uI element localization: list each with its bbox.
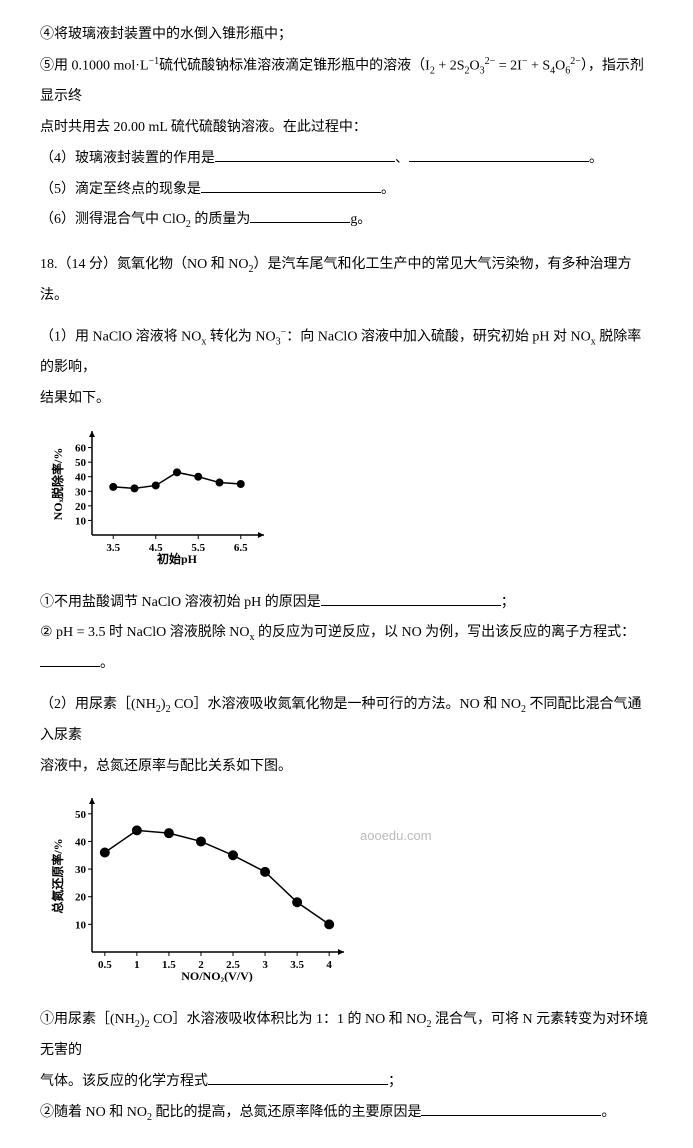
text: 。 — [589, 151, 603, 166]
q18-2-sub1b: 气体。该反应的化学方程式 ； — [40, 1067, 653, 1098]
text: ：向 NaClO 溶液中加入硫酸，研究初始 pH 对 NO — [286, 329, 591, 344]
text: 、 — [395, 151, 409, 166]
text: = 2I — [495, 58, 522, 73]
q18-1b: 结果如下。 — [40, 384, 653, 415]
text: CO］水溶液吸收氮氧化物是一种可行的方法。NO 和 NO — [171, 697, 521, 712]
sub: 3 — [480, 65, 485, 76]
step-5-line1: ⑤用 0.1000 mol·L−1硫代硫酸钠标准溶液滴定锥形瓶中的溶液（I2 +… — [40, 51, 653, 113]
chart-2-container: 10203040500.511.522.533.54NO/NO₂(V/V)总氮还… — [50, 792, 653, 995]
text: 。 — [100, 656, 114, 671]
chart-1: 1020304050603.54.55.56.5初始pHNOₓ脱除率/% — [50, 425, 270, 565]
svg-text:10: 10 — [75, 515, 87, 527]
blank — [321, 592, 501, 606]
text: 转化为 NO — [206, 329, 275, 344]
svg-text:30: 30 — [75, 865, 87, 877]
text: 配比的提高，总氮还原率降低的主要原因是 — [152, 1105, 422, 1120]
blank — [40, 653, 100, 667]
svg-text:40: 40 — [75, 472, 87, 484]
q4: （4）玻璃液封装置的作用是 、 。 — [40, 144, 653, 175]
q18-2b: 溶液中，总氮还原率与配比关系如下图。 — [40, 752, 653, 783]
svg-text:3.5: 3.5 — [106, 542, 120, 554]
q18-1: （1）用 NaClO 溶液将 NOx 转化为 NO3−：向 NaClO 溶液中加… — [40, 322, 653, 384]
q18-2: （2）用尿素［(NH2)2 CO］水溶液吸收氮氧化物是一种可行的方法。NO 和 … — [40, 690, 653, 752]
sup: 2− — [570, 56, 581, 67]
q18-1-sub1: ①不用盐酸调节 NaClO 溶液初始 pH 的原因是 ； — [40, 588, 653, 619]
svg-text:50: 50 — [75, 457, 87, 469]
text: O — [555, 58, 565, 73]
text: ①用尿素［(NH — [40, 1012, 135, 1027]
text: （1）用 NaClO 溶液将 NO — [40, 329, 201, 344]
svg-text:初始pH: 初始pH — [157, 551, 198, 565]
q18-2-sub2: ②随着 NO 和 NO2 配比的提高，总氮还原率降低的主要原因是。 — [40, 1098, 653, 1129]
svg-text:NOₓ脱除率/%: NOₓ脱除率/% — [50, 447, 65, 520]
svg-text:4: 4 — [326, 959, 332, 971]
svg-text:1.5: 1.5 — [162, 959, 176, 971]
text: + S — [527, 58, 550, 73]
sub: 3 — [276, 336, 281, 347]
svg-text:1: 1 — [134, 959, 140, 971]
svg-text:20: 20 — [75, 892, 87, 904]
text: 硫代硫酸钠标准溶液滴定锥形瓶中的溶液（I — [159, 58, 430, 73]
svg-text:总氮还原率/%: 总氮还原率/% — [50, 839, 65, 914]
svg-text:20: 20 — [75, 501, 87, 513]
blank — [250, 209, 350, 223]
text: ⑤用 0.1000 mol·L — [40, 58, 149, 73]
text: 的反应为可逆反应，以 NO 为例，写出该反应的离子方程式： — [254, 625, 635, 640]
text: O — [470, 58, 480, 73]
blank — [421, 1102, 601, 1116]
q18-2-sub1: ①用尿素［(NH2)2 CO］水溶液吸收体积比为 1：1 的 NO 和 NO2 … — [40, 1005, 653, 1067]
text: 气体。该反应的化学方程式 — [40, 1074, 208, 1089]
step-5-line2: 点时共用去 20.00 mL 硫代硫酸钠溶液。在此过程中： — [40, 113, 653, 144]
text: 18.（14 分）氮氧化物（NO 和 NO — [40, 257, 248, 272]
svg-text:30: 30 — [75, 486, 87, 498]
text: 。 — [381, 182, 395, 197]
text: （5）滴定至终点的现象是 — [40, 182, 201, 197]
svg-text:0.5: 0.5 — [98, 959, 112, 971]
blank — [201, 179, 381, 193]
step-4: ④将玻璃液封装置中的水倒入锥形瓶中； — [40, 20, 653, 51]
sup: −1 — [149, 56, 160, 67]
text: g。 — [350, 212, 371, 227]
chart-1-container: 1020304050603.54.55.56.5初始pHNOₓ脱除率/% — [50, 425, 653, 578]
text: + 2S — [435, 58, 465, 73]
svg-text:NO/NO₂(V/V): NO/NO₂(V/V) — [181, 969, 253, 982]
text: ②随着 NO 和 NO — [40, 1105, 147, 1120]
svg-text:10: 10 — [75, 920, 87, 932]
text: 的质量为 — [191, 212, 251, 227]
text: CO］水溶液吸收体积比为 1：1 的 NO 和 NO — [150, 1012, 427, 1027]
text: ①不用盐酸调节 NaClO 溶液初始 pH 的原因是 — [40, 595, 321, 610]
chart-2: 10203040500.511.522.533.54NO/NO₂(V/V)总氮还… — [50, 792, 350, 982]
text: ； — [388, 1074, 402, 1089]
text: （6）测得混合气中 ClO — [40, 212, 186, 227]
text: ； — [501, 595, 515, 610]
q5: （5）滴定至终点的现象是 。 — [40, 175, 653, 206]
svg-text:6.5: 6.5 — [234, 542, 248, 554]
svg-text:60: 60 — [75, 442, 87, 454]
text: 。 — [601, 1105, 615, 1120]
q18-stem: 18.（14 分）氮氧化物（NO 和 NO2）是汽车尾气和化工生产中的常见大气污… — [40, 250, 653, 312]
text: ② pH = 3.5 时 NaClO 溶液脱除 NO — [40, 625, 249, 640]
svg-text:3: 3 — [262, 959, 268, 971]
text: （2）用尿素［(NH — [40, 697, 156, 712]
sup: 2− — [485, 56, 496, 67]
svg-text:3.5: 3.5 — [290, 959, 304, 971]
blank — [215, 148, 395, 162]
watermark: aooedu.com — [360, 822, 432, 851]
svg-text:50: 50 — [75, 809, 87, 821]
q18-1-sub2: ② pH = 3.5 时 NaClO 溶液脱除 NOx 的反应为可逆反应，以 N… — [40, 618, 653, 680]
blank — [208, 1071, 388, 1085]
svg-text:40: 40 — [75, 837, 87, 849]
text: （4）玻璃液封装置的作用是 — [40, 151, 215, 166]
blank — [409, 148, 589, 162]
q6: （6）测得混合气中 ClO2 的质量为g。 — [40, 205, 653, 236]
